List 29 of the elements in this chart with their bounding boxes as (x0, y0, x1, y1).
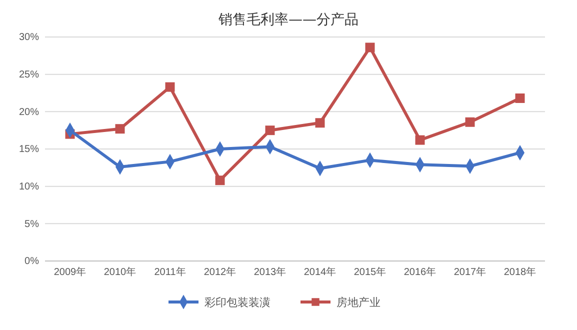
x-tick-label: 2014年 (304, 266, 336, 278)
point (115, 124, 125, 134)
y-tick-label: 10% (18, 182, 40, 193)
x-tick-label: 2013年 (254, 266, 286, 278)
x-tick-label: 2017年 (454, 266, 486, 278)
x-tick-label: 2018年 (504, 266, 536, 278)
y-tick-label: 20% (18, 106, 40, 118)
y-tick-label: 15% (18, 144, 40, 156)
legend-label: 彩印包装装潢 (204, 296, 270, 309)
y-tick-label: 5% (24, 218, 40, 230)
chart-title: 销售毛利率——分产品 (218, 12, 358, 28)
x-tick-label: 2009年 (54, 266, 86, 278)
point (315, 118, 325, 128)
x-tick-label: 2016年 (404, 266, 436, 278)
y-tick-label: 0% (24, 256, 40, 268)
point (515, 93, 525, 103)
point (165, 82, 175, 92)
point (365, 42, 375, 52)
point (265, 126, 275, 136)
x-tick-label: 2015年 (354, 266, 386, 278)
x-tick-label: 2011年 (154, 266, 186, 278)
point (415, 135, 425, 145)
point (215, 176, 225, 186)
y-tick-label: 30% (18, 32, 40, 44)
y-tick-label: 25% (18, 70, 40, 81)
x-tick-label: 2012年 (204, 266, 236, 278)
point (465, 117, 475, 127)
x-tick-label: 2010年 (104, 266, 136, 278)
legend-label: 房地产业 (336, 296, 380, 309)
